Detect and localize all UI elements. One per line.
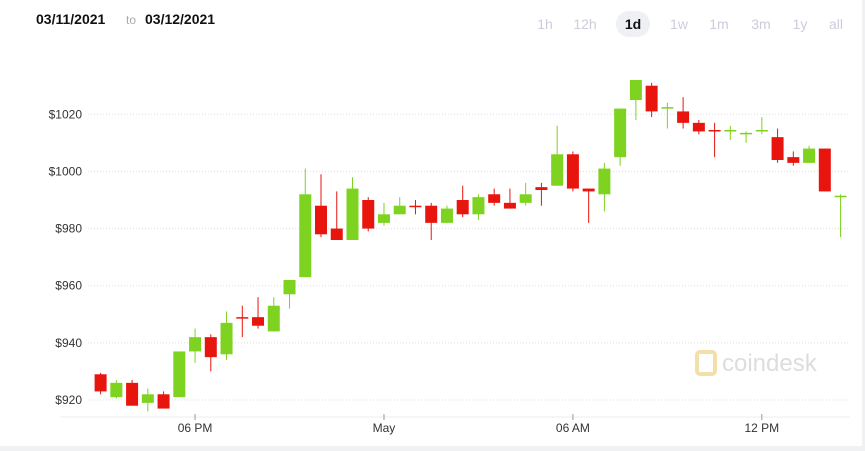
candle-body <box>236 317 249 319</box>
range-button[interactable]: 12h <box>573 16 596 32</box>
candle-body <box>755 130 768 132</box>
candle-body <box>189 337 202 352</box>
candle-body <box>409 205 422 208</box>
candle-body <box>126 382 139 406</box>
candle-body <box>377 214 390 223</box>
x-tick-label: May <box>373 421 396 435</box>
range-button-bg <box>616 11 650 37</box>
candle-body <box>724 130 737 132</box>
candle-body <box>315 205 328 235</box>
candle-body <box>299 194 312 278</box>
y-tick-label: $980 <box>55 222 82 236</box>
candle-body <box>267 305 280 332</box>
x-tick-label: 12 PM <box>744 421 779 435</box>
y-tick-label: $960 <box>55 279 82 293</box>
range-button[interactable]: 1y <box>793 16 808 32</box>
candle-body <box>661 107 674 109</box>
candle-body <box>818 148 831 192</box>
range-button[interactable]: 1d <box>625 16 641 32</box>
date-to: 03/12/2021 <box>145 11 215 27</box>
candle-body <box>456 200 469 215</box>
candle-body <box>362 200 375 229</box>
range-button[interactable]: all <box>829 16 843 32</box>
candle-body <box>598 168 611 195</box>
candle-body <box>645 85 658 112</box>
y-tick-label: $940 <box>55 336 82 350</box>
candle-body <box>425 205 438 223</box>
candle-body <box>346 188 359 240</box>
candle-body <box>220 322 233 355</box>
candle-body <box>173 351 186 398</box>
candle-body <box>740 132 753 135</box>
y-tick-label: $1020 <box>49 107 83 121</box>
candle-body <box>629 80 642 100</box>
candle-body <box>157 394 170 409</box>
candle-body <box>677 111 690 123</box>
y-tick-label: $920 <box>55 393 82 407</box>
candle-body <box>440 208 453 223</box>
candle-body <box>283 280 296 295</box>
candle-body <box>708 130 721 132</box>
candle-body <box>141 394 154 403</box>
candle-body <box>834 195 847 198</box>
range-button[interactable]: 1w <box>670 16 689 32</box>
candle-body <box>566 154 579 189</box>
range-button[interactable]: 1m <box>709 16 728 32</box>
candle-body <box>488 194 501 203</box>
candle-body <box>94 374 107 392</box>
candle-body <box>330 228 343 240</box>
candle-body <box>614 108 627 158</box>
candle-body <box>519 194 532 203</box>
x-tick-label: 06 AM <box>556 421 590 435</box>
y-tick-label: $1000 <box>49 164 83 178</box>
candle-body <box>472 197 485 215</box>
date-separator: to <box>126 13 136 27</box>
candle-body <box>393 205 406 215</box>
candle-body <box>204 337 217 358</box>
candle-body <box>503 202 516 209</box>
date-from: 03/11/2021 <box>36 11 106 27</box>
candle-body <box>582 188 595 192</box>
x-tick-label: 06 PM <box>178 421 213 435</box>
range-button[interactable]: 3m <box>751 16 770 32</box>
candle-body <box>551 154 564 186</box>
candle-body <box>787 157 800 163</box>
candle-body <box>110 382 123 398</box>
candle-body <box>252 317 265 326</box>
watermark-text: coindesk <box>722 350 818 377</box>
watermark: coindesk <box>695 350 818 377</box>
candle-body <box>692 122 705 132</box>
candle-body <box>771 137 784 160</box>
candle-body <box>535 187 548 190</box>
watermark-logo <box>695 350 717 376</box>
range-button[interactable]: 1h <box>537 16 553 32</box>
candle-body <box>803 148 816 163</box>
